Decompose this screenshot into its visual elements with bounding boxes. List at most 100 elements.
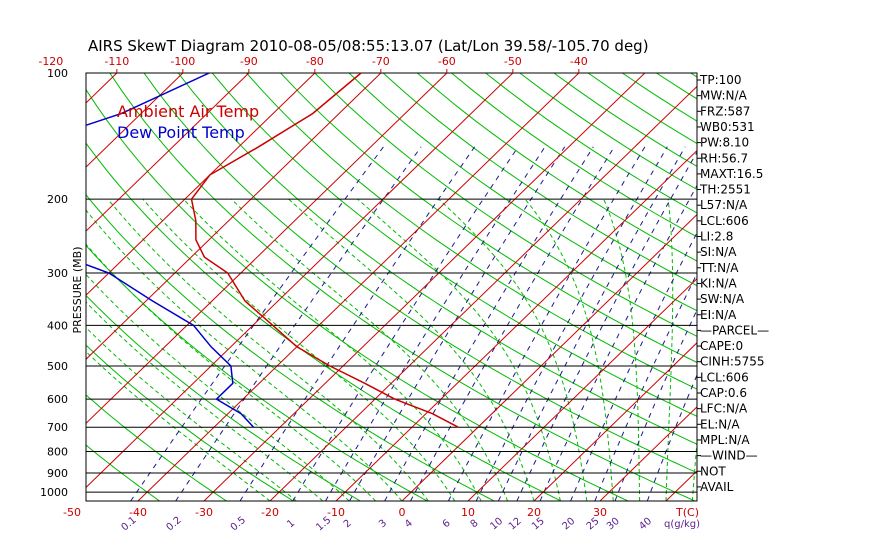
- mixing-ratio-tick-label: 10: [488, 516, 505, 533]
- pressure-tick-label: 400: [47, 319, 68, 332]
- isobars: [86, 198, 697, 493]
- mixing-ratio-line: [539, 184, 697, 501]
- pressure-tick-label: 800: [47, 446, 68, 459]
- index-label: LCL:606: [700, 370, 749, 384]
- index-label: KI:N/A: [700, 276, 737, 290]
- pressure-tick-label: 200: [47, 193, 68, 206]
- top-temp-tick-label: -80: [306, 55, 324, 68]
- dry-adiabat-line: [86, 88, 629, 501]
- mixing-ratio-tick-label: 8: [469, 518, 481, 531]
- bottom-temp-tick-label: -30: [195, 506, 213, 519]
- isotherm-line: [86, 73, 316, 296]
- moist-adiabat-line: [357, 198, 561, 501]
- legend-ambient-air-temp: Ambient Air Temp: [117, 102, 259, 121]
- y-axis-label: PRESSURE (MB): [71, 247, 84, 334]
- pressure-tick-labels: 100 200 300 400 500 600 700 800 900 1000: [40, 67, 68, 499]
- bottom-temp-tick-label: 20: [527, 506, 541, 519]
- bottom-temp-tick-label: -40: [129, 506, 147, 519]
- isotherm-line: [86, 73, 118, 104]
- index-label: TP:100: [699, 73, 742, 87]
- top-temp-tick-labels: -120 -110 -100 -90 -80 -70 -60 -50 -40: [38, 55, 588, 73]
- mixing-ratio-tick-label: 6: [441, 518, 453, 531]
- isotherm-line: [203, 73, 646, 501]
- index-label: MPL:N/A: [700, 433, 750, 447]
- dry-adiabat-line: [314, 73, 697, 337]
- isotherm-line: [467, 277, 697, 501]
- mixing-ratio-label: q(g/kg): [664, 519, 700, 530]
- isotherm-line: [86, 73, 514, 489]
- top-temp-tick-label: -100: [170, 55, 195, 68]
- ambient-air-temp-line: [190, 73, 459, 428]
- plot-frame: [85, 72, 698, 502]
- mixing-ratio-tick-label: 2: [342, 518, 354, 531]
- profiles: [86, 73, 459, 428]
- top-temp-tick-label: -120: [38, 55, 63, 68]
- moist-adiabat-line: [603, 199, 641, 501]
- isotherm-line: [401, 213, 697, 501]
- mixing-ratio-tick-label: 40: [637, 516, 654, 533]
- mixing-ratio-line: [384, 146, 594, 501]
- index-label: LCL:606: [700, 214, 749, 228]
- dry-adiabat-line: [382, 73, 697, 287]
- dry-adiabat-line: [416, 73, 697, 262]
- index-label: CINH:5755: [700, 355, 765, 369]
- index-label: PW:8.10: [700, 136, 749, 150]
- dry-adiabat-line: [86, 344, 294, 501]
- top-temp-tick-label: -60: [438, 55, 456, 68]
- dry-adiabat-line: [793, 73, 870, 501]
- isotherm-line: [86, 73, 184, 168]
- isotherm-line: [269, 85, 697, 501]
- mixing-ratio-tick-label: 12: [507, 516, 524, 533]
- isotherm-line: [86, 73, 382, 360]
- index-label: CAP:0.6: [700, 386, 747, 400]
- index-label: RH:56.7: [700, 151, 748, 165]
- dry-adiabat-line: [861, 73, 870, 501]
- dry-adiabats: [86, 73, 870, 501]
- pressure-tick-label: 700: [47, 421, 68, 434]
- isotherm-line: [0, 73, 51, 501]
- mixing-ratio-tick-label: 0.2: [164, 515, 183, 534]
- bottom-temp-tick-label: 30: [593, 506, 607, 519]
- pressure-tick-label: 600: [47, 393, 68, 406]
- dry-adiabat-line: [348, 73, 697, 312]
- index-label: CAPE:0: [700, 339, 743, 353]
- mixing-ratio-line: [497, 146, 686, 501]
- top-temp-tick-label: -110: [104, 55, 129, 68]
- isotherm-line: [599, 406, 697, 501]
- top-temp-tick-label: -90: [240, 55, 258, 68]
- isotherm-line: [533, 342, 697, 501]
- moist-adiabat-line: [86, 209, 403, 501]
- temp-unit-label: T(C): [675, 506, 699, 519]
- index-label: MW:N/A: [700, 89, 748, 103]
- index-label: FRZ:587: [700, 104, 750, 118]
- index-label: TH:2551: [699, 183, 751, 197]
- dry-adiabat-line: [109, 73, 696, 501]
- top-temp-tick-label: -50: [504, 55, 522, 68]
- isotherm-line: [335, 149, 697, 501]
- index-label: WB0:531: [700, 120, 755, 134]
- bottom-temp-tick-labels: -50 -40 -30 -20 -10 0 10 20 30: [63, 506, 607, 519]
- mixing-ratio-line: [447, 146, 646, 501]
- isotherm-line: [86, 73, 250, 232]
- dry-adiabat-line: [86, 194, 495, 501]
- dry-adiabat-line: [827, 73, 870, 501]
- index-label: NOT: [700, 464, 726, 478]
- isotherm-line: [137, 73, 580, 501]
- mixing-ratio-tick-label: 30: [605, 516, 622, 533]
- dry-adiabat-line: [211, 73, 697, 417]
- mixing-ratio-tick-label: 3: [377, 518, 389, 531]
- moist-adiabat-line: [86, 273, 350, 501]
- moist-adiabat-line: [288, 198, 535, 501]
- isotherm-line: [86, 73, 448, 425]
- index-label: EL:N/A: [700, 417, 740, 431]
- pressure-tick-label: 300: [47, 267, 68, 280]
- index-label: LFC:N/A: [700, 402, 748, 416]
- top-temp-tick-label: -40: [570, 55, 588, 68]
- index-label: LI:2.8: [700, 230, 733, 244]
- bottom-temp-tick-label: -50: [63, 506, 81, 519]
- moist-adiabat-line: [86, 350, 271, 501]
- mixing-ratio-tick-label: 4: [403, 518, 415, 531]
- bottom-temp-tick-label: 0: [399, 506, 406, 519]
